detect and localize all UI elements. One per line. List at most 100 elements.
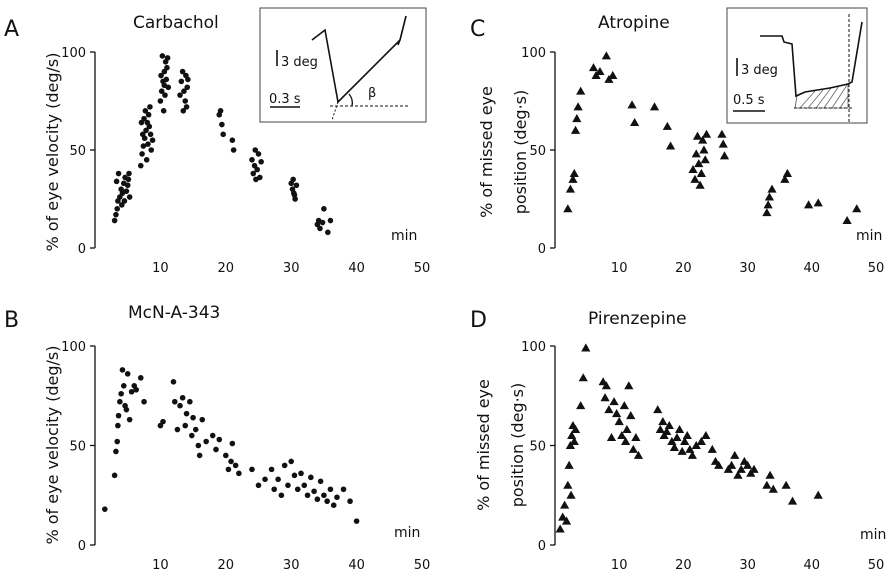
y-tick-label-c: 0 bbox=[538, 242, 546, 257]
data-point-b bbox=[199, 416, 206, 423]
x-tick-label-b: 30 bbox=[283, 558, 300, 570]
data-point-a bbox=[325, 229, 331, 236]
data-point-d bbox=[621, 436, 631, 445]
y-axis-label-c-line2: position (deg·s) bbox=[511, 90, 530, 215]
data-point-b bbox=[117, 398, 123, 405]
data-point-b bbox=[271, 486, 277, 493]
x-tick-label-d: 50 bbox=[868, 558, 885, 570]
data-point-a bbox=[181, 88, 187, 94]
data-point-b bbox=[115, 422, 121, 429]
inset-hatch-lines-c bbox=[799, 84, 849, 109]
x-tick-label-c: 20 bbox=[675, 261, 692, 276]
data-point-c bbox=[803, 200, 814, 209]
x-tick-label-a: 20 bbox=[218, 261, 235, 276]
data-point-d bbox=[569, 436, 579, 445]
data-point-b bbox=[249, 466, 255, 473]
data-point-c bbox=[572, 114, 582, 123]
data-point-a bbox=[317, 225, 323, 232]
x-tick-label-b: 40 bbox=[348, 558, 365, 570]
data-point-b bbox=[171, 398, 178, 405]
data-point-a bbox=[321, 206, 327, 212]
data-point-a bbox=[164, 64, 170, 71]
data-point-a bbox=[162, 92, 168, 98]
data-point-b bbox=[314, 496, 321, 503]
data-point-d bbox=[628, 444, 638, 453]
data-point-c bbox=[813, 198, 823, 207]
data-point-c bbox=[699, 145, 709, 154]
data-point-d bbox=[707, 444, 717, 453]
data-point-d bbox=[563, 480, 573, 489]
data-point-a bbox=[147, 104, 153, 110]
data-point-b bbox=[334, 494, 340, 501]
data-point-a bbox=[257, 174, 263, 181]
data-point-d bbox=[604, 405, 614, 414]
y-axis-label-d-line2: position (deg·s) bbox=[508, 383, 527, 508]
y-tick-label-a: 50 bbox=[69, 144, 86, 159]
data-point-a bbox=[178, 78, 185, 85]
data-point-b bbox=[157, 422, 164, 429]
data-point-b bbox=[353, 518, 360, 524]
data-point-a bbox=[158, 88, 165, 94]
data-point-a bbox=[291, 192, 298, 198]
data-point-a bbox=[114, 206, 121, 212]
data-point-a bbox=[124, 182, 131, 189]
inset-dashed-extension-top-a bbox=[399, 15, 407, 41]
data-point-b bbox=[232, 462, 239, 469]
data-point-b bbox=[124, 371, 131, 377]
panel-title-b: McN-A-343 bbox=[128, 303, 220, 323]
data-point-c bbox=[718, 139, 728, 148]
data-point-a bbox=[293, 182, 300, 189]
data-point-a bbox=[255, 151, 262, 157]
data-point-b bbox=[213, 446, 219, 453]
y-axis-label-b: % of eye velocity (deg/s) bbox=[43, 345, 62, 544]
data-point-d bbox=[633, 450, 644, 459]
inset-angle-label-a: β bbox=[368, 86, 376, 101]
x-tick-label-b: 50 bbox=[414, 558, 431, 570]
data-point-d bbox=[733, 470, 743, 479]
data-point-d bbox=[619, 401, 629, 410]
data-point-c bbox=[627, 100, 637, 109]
data-point-c bbox=[767, 184, 777, 193]
data-point-b bbox=[311, 488, 317, 495]
data-point-d bbox=[609, 397, 619, 406]
data-point-d bbox=[653, 405, 663, 414]
panel-letter-a: A bbox=[4, 17, 19, 42]
data-point-b bbox=[288, 458, 295, 465]
data-point-a bbox=[183, 104, 190, 110]
data-point-b bbox=[182, 422, 189, 429]
data-point-d bbox=[787, 496, 798, 505]
data-point-a bbox=[126, 194, 133, 200]
y-tick-label-d: 100 bbox=[521, 340, 546, 355]
data-point-a bbox=[164, 55, 171, 61]
data-point-b bbox=[327, 486, 334, 493]
data-point-b bbox=[301, 482, 308, 489]
y-tick-label-a: 100 bbox=[61, 46, 86, 61]
data-point-b bbox=[170, 379, 177, 385]
x-unit-label-b: min bbox=[394, 525, 420, 541]
data-point-b bbox=[190, 414, 196, 421]
inset-frame-c bbox=[726, 7, 868, 124]
data-point-d bbox=[730, 450, 740, 459]
data-point-b bbox=[330, 502, 337, 509]
data-point-a bbox=[147, 131, 154, 138]
data-point-a bbox=[113, 178, 120, 185]
data-point-d bbox=[781, 480, 791, 489]
data-point-a bbox=[183, 72, 189, 79]
data-point-d bbox=[726, 460, 737, 469]
inset-frame-a bbox=[259, 7, 427, 123]
data-point-d bbox=[622, 424, 632, 434]
data-point-a bbox=[254, 166, 260, 173]
data-point-b bbox=[192, 426, 199, 433]
data-point-b bbox=[111, 472, 118, 479]
data-point-c bbox=[842, 215, 852, 225]
data-point-d bbox=[691, 440, 701, 449]
x-tick-label-a: 50 bbox=[414, 261, 431, 276]
data-point-a bbox=[113, 211, 119, 218]
y-axis-label-c-line1: % of missed eye bbox=[477, 86, 496, 218]
data-point-c bbox=[701, 129, 712, 138]
data-point-d bbox=[674, 424, 685, 434]
inset-dashed-extension-a bbox=[331, 101, 339, 121]
data-point-d bbox=[664, 421, 674, 430]
data-point-d bbox=[765, 470, 775, 479]
data-point-a bbox=[158, 72, 164, 79]
